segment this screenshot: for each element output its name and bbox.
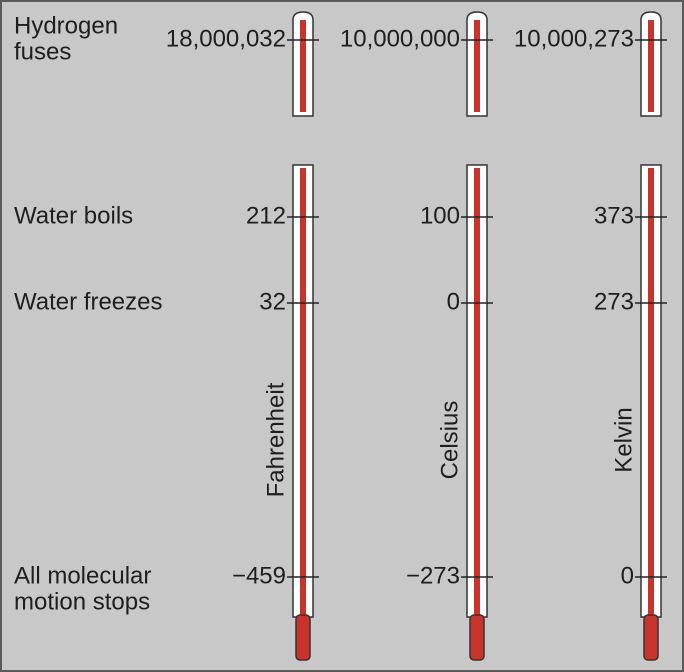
row-label: All molecular (14, 562, 151, 589)
scale-name: Fahrenheit (262, 382, 289, 497)
row-label: Water freezes (14, 288, 163, 315)
row-label: fuses (14, 38, 71, 65)
row-label: Hydrogen (14, 12, 118, 39)
mark-label: 18,000,032 (166, 25, 286, 52)
mark-label: 0 (621, 562, 634, 589)
mark-label: 10,000,000 (340, 25, 460, 52)
scale-name: Kelvin (610, 407, 637, 472)
bulb (643, 614, 659, 661)
mark-label: 32 (259, 288, 286, 315)
row-label: Water boils (14, 202, 133, 229)
mark-label: 212 (246, 202, 286, 229)
mark-label: 0 (447, 288, 460, 315)
bulb (469, 614, 485, 661)
row-label: motion stops (14, 588, 150, 615)
bulb (295, 614, 311, 661)
mark-label: 373 (594, 202, 634, 229)
mark-label: −273 (406, 562, 460, 589)
mark-label: 10,000,273 (514, 25, 634, 52)
mark-label: 100 (420, 202, 460, 229)
mark-label: −459 (232, 562, 286, 589)
scale-name: Celsius (436, 401, 463, 480)
mark-label: 273 (594, 288, 634, 315)
